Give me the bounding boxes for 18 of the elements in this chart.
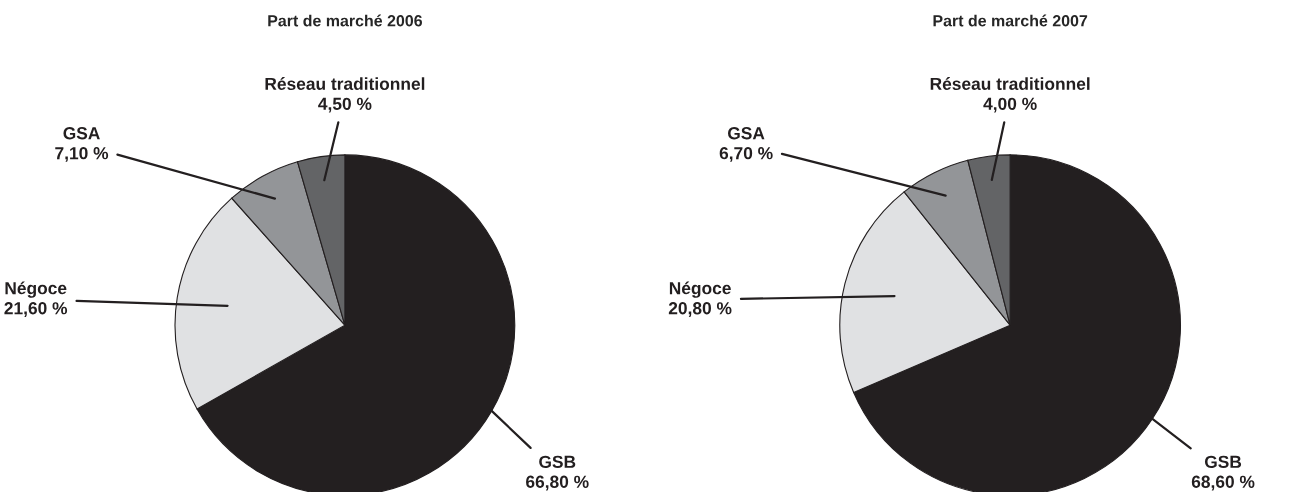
slice-label: GSB	[539, 455, 576, 468]
chart-title: Part de marché 2007	[933, 14, 1088, 27]
data-label: 4,50 %	[318, 97, 372, 113]
data-label: 21,60 %	[4, 302, 68, 317]
data-label: 6,70 %	[719, 147, 773, 162]
slice-label: Négoce	[669, 281, 731, 298]
data-label: 7,10 %	[55, 147, 109, 162]
slice-label: Négoce	[5, 281, 67, 298]
slice-label: Réseau traditionnel	[265, 77, 425, 91]
slice-label: Réseau traditionnel	[930, 77, 1090, 91]
data-label: 4,00 %	[983, 97, 1037, 113]
data-label: 68,60 %	[1191, 475, 1255, 491]
slice-label: GSA	[728, 127, 765, 140]
slice-label: GSA	[63, 127, 100, 140]
slice-label: GSB	[1204, 455, 1242, 468]
data-label: 20,80 %	[668, 302, 732, 317]
data-label: 66,80 %	[526, 475, 589, 491]
chart-title: Part de marché 2006	[268, 14, 422, 27]
